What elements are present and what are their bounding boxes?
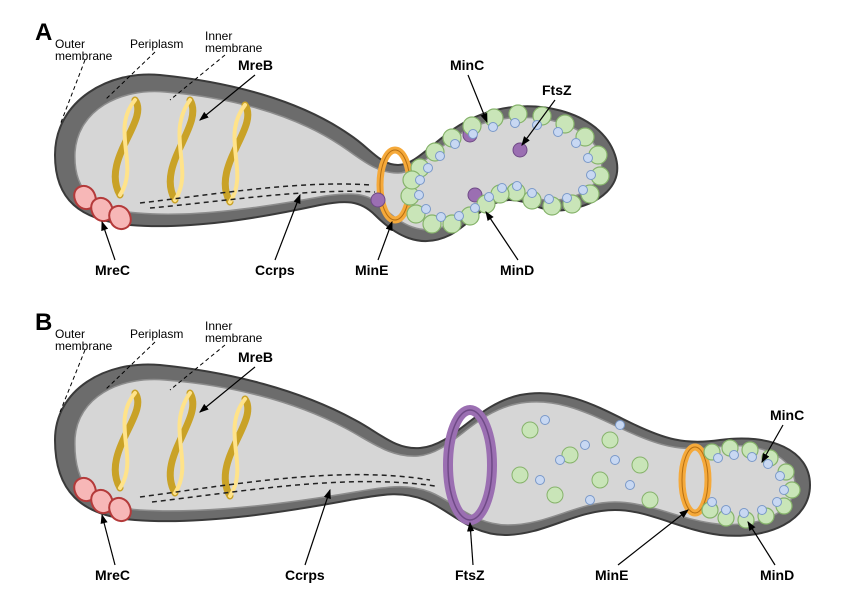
labelB-ccrps: Ccrps (285, 567, 325, 583)
labelA-inner-membrane: Innermembrane (205, 29, 263, 55)
labelB-ftsz: FtsZ (455, 567, 485, 583)
panel-a: A (35, 19, 617, 278)
labelA-minc: MinC (450, 57, 484, 73)
labelB-mind: MinD (760, 567, 794, 583)
labelA-ftsz: FtsZ (542, 82, 572, 98)
labelA-ccrps: Ccrps (255, 262, 295, 278)
labelA-periplasm: Periplasm (130, 37, 183, 51)
labelB-mrec: MreC (95, 567, 130, 583)
panel-letter-a: A (35, 19, 52, 46)
labelB-outer-membrane: Outermembrane (55, 327, 113, 353)
labelB-minc: MinC (770, 407, 804, 423)
labelA-mreb: MreB (238, 57, 273, 73)
labelA-mrec: MreC (95, 262, 130, 278)
panel-letter-b: B (35, 309, 52, 336)
labelB-mine: MinE (595, 567, 628, 583)
labelB-inner-membrane: Innermembrane (205, 319, 263, 345)
labelB-mreb: MreB (238, 349, 273, 365)
panel-b: B (35, 309, 810, 583)
labelA-mine: MinE (355, 262, 388, 278)
labelB-periplasm: Periplasm (130, 327, 183, 341)
labelA-mind: MinD (500, 262, 534, 278)
figure: A (0, 0, 850, 610)
labelA-outer-membrane: Outermembrane (55, 37, 113, 63)
